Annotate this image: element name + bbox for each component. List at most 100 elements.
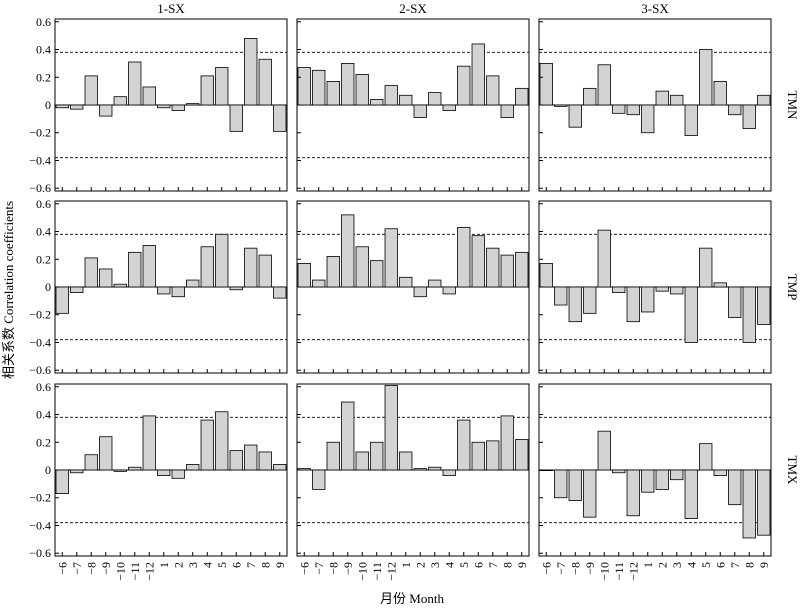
row-label: TMP bbox=[785, 274, 800, 301]
bar-tmp-3-sx-1 bbox=[539, 263, 553, 288]
bar-tmx-2-sx-1 bbox=[297, 468, 311, 471]
y-tick-label: 0.2 bbox=[36, 70, 51, 84]
bar-tmp-3-sx-12 bbox=[699, 247, 713, 288]
bar-tmp-2-sx-5 bbox=[355, 246, 369, 288]
x-tick-label: 9 bbox=[273, 562, 287, 568]
y-tick-label: 0 bbox=[45, 98, 51, 112]
bar-tmx-1-sx-4 bbox=[99, 436, 113, 471]
bar-tmp-3-sx-6 bbox=[612, 286, 626, 293]
bar-tmp-2-sx-14 bbox=[486, 247, 500, 288]
bar-tmx-2-sx-12 bbox=[457, 419, 471, 471]
bar-tmp-1-sx-11 bbox=[200, 246, 214, 288]
bar-tmp-1-sx-2 bbox=[70, 286, 84, 293]
x-tick-label: −9 bbox=[99, 562, 113, 575]
bar-tmx-3-sx-7 bbox=[626, 469, 640, 517]
bar-tmx-3-sx-14 bbox=[728, 469, 742, 506]
bar-tmp-1-sx-14 bbox=[244, 247, 258, 288]
x-tick-label: −9 bbox=[341, 562, 355, 575]
bar-tmp-1-sx-5 bbox=[113, 283, 127, 288]
x-tick-label: −7 bbox=[554, 562, 568, 575]
x-tick-label: −11 bbox=[128, 562, 142, 580]
bar-tmp-1-sx-7 bbox=[142, 244, 156, 288]
bar-tmx-1-sx-5 bbox=[113, 469, 127, 472]
bar-tmn-2-sx-13 bbox=[471, 43, 485, 106]
x-tick-label: 6 bbox=[471, 562, 485, 568]
bar-tmn-2-sx-16 bbox=[515, 87, 529, 106]
bar-tmp-2-sx-12 bbox=[457, 226, 471, 288]
bar-tmx-2-sx-9 bbox=[413, 468, 427, 471]
bar-tmp-2-sx-10 bbox=[428, 279, 442, 288]
x-tick-label: 3 bbox=[186, 562, 200, 568]
bar-tmn-1-sx-11 bbox=[200, 75, 214, 106]
x-tick-label: 8 bbox=[258, 562, 272, 568]
bar-tmp-1-sx-15 bbox=[258, 254, 272, 288]
bar-tmn-2-sx-6 bbox=[370, 99, 384, 106]
bar-tmn-3-sx-6 bbox=[612, 104, 626, 114]
x-tick-label: 2 bbox=[655, 562, 669, 568]
x-tick-label: −6 bbox=[55, 562, 69, 575]
x-tick-label: −12 bbox=[626, 562, 640, 581]
y-tick-label: 0.4 bbox=[36, 408, 51, 422]
y-tick-label: 0 bbox=[45, 463, 51, 477]
bar-tmn-1-sx-4 bbox=[99, 104, 113, 117]
bar-tmn-2-sx-3 bbox=[326, 81, 340, 106]
y-tick-label: −0.4 bbox=[29, 518, 51, 532]
bar-tmx-3-sx-16 bbox=[757, 469, 771, 536]
bar-tmp-1-sx-13 bbox=[229, 286, 243, 291]
y-tick-label: −0.6 bbox=[29, 546, 51, 560]
bar-tmx-1-sx-12 bbox=[215, 411, 229, 471]
bar-tmp-1-sx-12 bbox=[215, 233, 229, 288]
bar-tmn-2-sx-1 bbox=[297, 67, 311, 106]
y-axis-label: 相关系数 Correlation coefficients bbox=[1, 201, 16, 379]
y-tick-label: 0.4 bbox=[36, 225, 51, 239]
bar-tmp-1-sx-1 bbox=[55, 286, 69, 314]
bar-tmp-3-sx-13 bbox=[713, 282, 727, 288]
x-tick-label: −11 bbox=[370, 562, 384, 580]
bar-tmx-3-sx-2 bbox=[554, 469, 568, 499]
bar-tmx-3-sx-15 bbox=[742, 469, 756, 539]
bar-tmx-1-sx-14 bbox=[244, 444, 258, 471]
bar-tmn-1-sx-8 bbox=[157, 104, 171, 109]
x-tick-label: 5 bbox=[699, 562, 713, 568]
bar-tmp-3-sx-9 bbox=[655, 286, 669, 292]
x-tick-label: 9 bbox=[515, 562, 529, 568]
bar-tmx-1-sx-9 bbox=[171, 469, 185, 479]
x-tick-label: −8 bbox=[568, 562, 582, 575]
bar-tmx-1-sx-2 bbox=[70, 469, 84, 474]
bar-tmp-2-sx-8 bbox=[399, 276, 413, 288]
bar-tmx-2-sx-14 bbox=[486, 440, 500, 471]
bar-tmx-3-sx-13 bbox=[713, 469, 727, 476]
x-tick-label: 6 bbox=[229, 562, 243, 568]
bar-tmn-3-sx-7 bbox=[626, 104, 640, 116]
bar-tmn-3-sx-14 bbox=[728, 104, 742, 116]
bar-tmn-1-sx-3 bbox=[84, 75, 98, 106]
x-tick-label: 7 bbox=[728, 562, 742, 568]
bar-tmp-1-sx-9 bbox=[171, 286, 185, 298]
bar-tmn-1-sx-15 bbox=[258, 58, 272, 106]
bar-tmx-2-sx-10 bbox=[428, 466, 442, 471]
y-tick-label: 0.6 bbox=[36, 197, 51, 211]
x-tick-label: −8 bbox=[326, 562, 340, 575]
bar-tmx-1-sx-3 bbox=[84, 454, 98, 471]
bar-tmx-2-sx-3 bbox=[326, 441, 340, 471]
bar-tmn-2-sx-4 bbox=[341, 62, 355, 106]
bar-tmn-1-sx-16 bbox=[273, 104, 287, 132]
column-title: 2-SX bbox=[399, 1, 427, 16]
bar-tmp-3-sx-4 bbox=[583, 286, 597, 314]
bar-tmp-2-sx-6 bbox=[370, 260, 384, 288]
bar-tmx-1-sx-16 bbox=[273, 464, 287, 471]
bar-tmp-2-sx-2 bbox=[312, 279, 326, 288]
x-tick-label: −11 bbox=[612, 562, 626, 580]
x-tick-label: −9 bbox=[583, 562, 597, 575]
bar-tmn-3-sx-12 bbox=[699, 49, 713, 106]
x-tick-label: 5 bbox=[215, 562, 229, 568]
bar-tmx-3-sx-8 bbox=[641, 469, 655, 493]
x-tick-label: 8 bbox=[742, 562, 756, 568]
bar-tmx-3-sx-11 bbox=[684, 469, 698, 519]
x-tick-label: −7 bbox=[70, 562, 84, 575]
x-tick-label: 4 bbox=[684, 562, 698, 568]
x-tick-label: 9 bbox=[757, 562, 771, 568]
bar-tmx-2-sx-6 bbox=[370, 441, 384, 471]
bar-tmx-2-sx-13 bbox=[471, 441, 485, 471]
x-tick-label: −10 bbox=[355, 562, 369, 581]
